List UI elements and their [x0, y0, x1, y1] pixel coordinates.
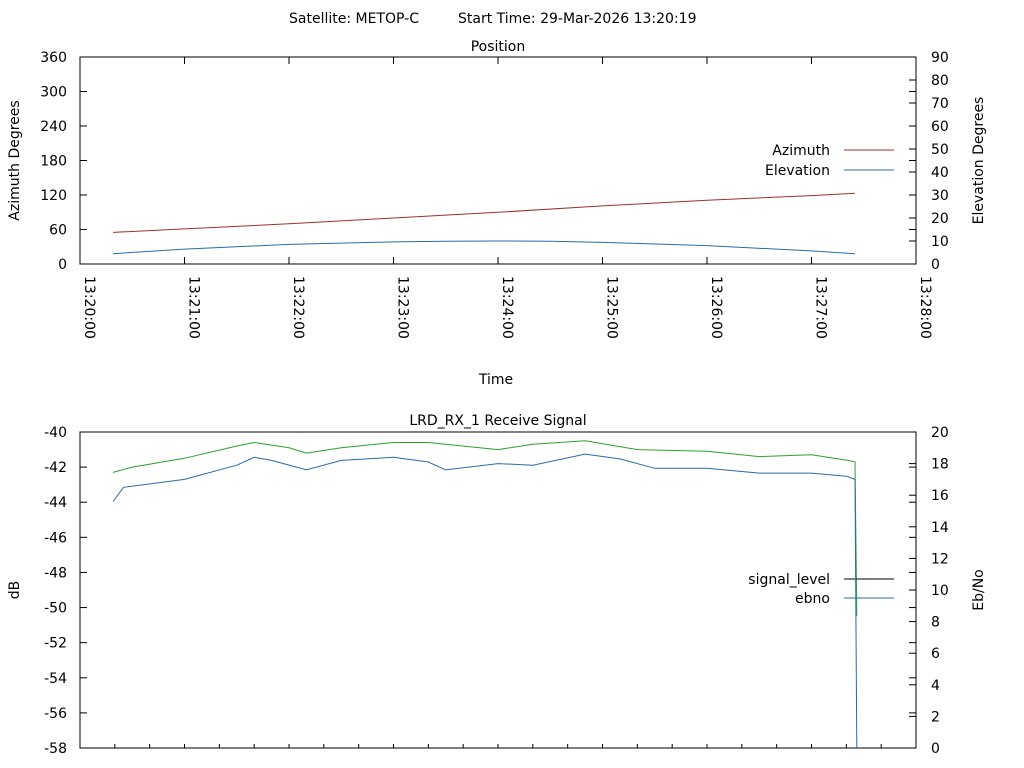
header-satellite: Satellite: METOP-C [289, 11, 419, 27]
x-tick-label: 13:25:00 [604, 276, 620, 339]
y2-tick-label: 40 [931, 165, 949, 181]
x-tick-label: 13:22:00 [290, 276, 306, 339]
header-start-time: Start Time: 29-Mar-2026 13:20:19 [458, 11, 696, 27]
y2-axis-label: Elevation Degrees [971, 97, 987, 225]
y2-tick-label: 16 [931, 488, 949, 504]
y2-tick-label: 8 [931, 615, 940, 631]
x-tick-label: 13:28:00 [917, 276, 933, 339]
y2-tick-label: 30 [931, 188, 949, 204]
x-tick-label: 13:27:00 [813, 276, 829, 339]
x-tick-label: 13:21:00 [186, 276, 202, 339]
y-tick-label: 60 [49, 223, 67, 239]
y-tick-label: -42 [44, 460, 67, 476]
x-tick-label: 13:20:00 [81, 276, 97, 339]
y2-tick-label: 6 [931, 646, 940, 662]
y2-tick-label: 20 [931, 211, 949, 227]
y2-tick-label: 90 [931, 50, 949, 66]
series-line-elevation [113, 240, 856, 255]
y-tick-label: -58 [44, 741, 67, 757]
x-tick-label: 13:24:00 [499, 276, 515, 339]
plot-frame [79, 431, 917, 749]
y-tick-label: 120 [40, 188, 67, 204]
y-axis-label: Azimuth Degrees [7, 100, 23, 220]
y2-tick-label: 60 [931, 119, 949, 135]
y-tick-label: 360 [40, 50, 67, 66]
y2-tick-label: 18 [931, 457, 949, 473]
y2-tick-label: 0 [931, 741, 940, 757]
y2-tick-label: 14 [931, 520, 949, 536]
y2-tick-label: 70 [931, 96, 949, 112]
y2-tick-label: 50 [931, 142, 949, 158]
y2-tick-label: 20 [931, 425, 949, 441]
y2-tick-label: 10 [931, 583, 949, 599]
x-tick-label: 13:26:00 [708, 276, 724, 339]
y2-tick-label: 4 [931, 678, 940, 694]
legend-label: signal_level [748, 572, 830, 588]
y2-tick-label: 10 [931, 234, 949, 250]
y-tick-label: -50 [44, 601, 67, 617]
legend-label: Elevation [765, 163, 830, 179]
legend-label: ebno [795, 591, 830, 607]
x-axis-label: Time [478, 372, 513, 388]
y2-tick-label: 80 [931, 73, 949, 89]
y-axis-label: dB [7, 581, 23, 600]
y-tick-label: -44 [44, 495, 67, 511]
y-tick-label: -40 [44, 425, 67, 441]
y-tick-label: 300 [40, 85, 67, 101]
y2-axis-label: Eb/No [971, 569, 987, 611]
chart-title: LRD_RX_1 Receive Signal [409, 413, 586, 429]
position-chart: Position 0 60 120 180 240 300 360 0 10 20 30 40 50 60 7… [7, 39, 987, 388]
y-tick-label: -54 [44, 671, 67, 687]
x-tick-label: 13:23:00 [395, 276, 411, 339]
y-tick-label: -46 [44, 530, 67, 546]
y-tick-label: -52 [44, 636, 67, 652]
plot-frame [79, 56, 917, 265]
series-line-signal-level [112, 440, 858, 617]
y-tick-label: -56 [44, 706, 67, 722]
y-tick-label: 240 [40, 119, 67, 135]
receive-signal-chart: LRD_RX_1 Receive Signal -40 -42 -44 -46 -48 -5… [7, 413, 987, 757]
y2-tick-label: 2 [931, 709, 940, 725]
series-line-azimuth [113, 192, 856, 233]
y-tick-label: 0 [58, 257, 67, 273]
chart-title: Position [471, 39, 526, 55]
y2-tick-label: 12 [931, 551, 949, 567]
y-tick-label: -48 [44, 565, 67, 581]
y-tick-label: 180 [40, 154, 67, 170]
series-line-ebno [112, 453, 858, 749]
legend-label: Azimuth [772, 143, 830, 159]
y2-tick-label: 0 [931, 257, 940, 273]
